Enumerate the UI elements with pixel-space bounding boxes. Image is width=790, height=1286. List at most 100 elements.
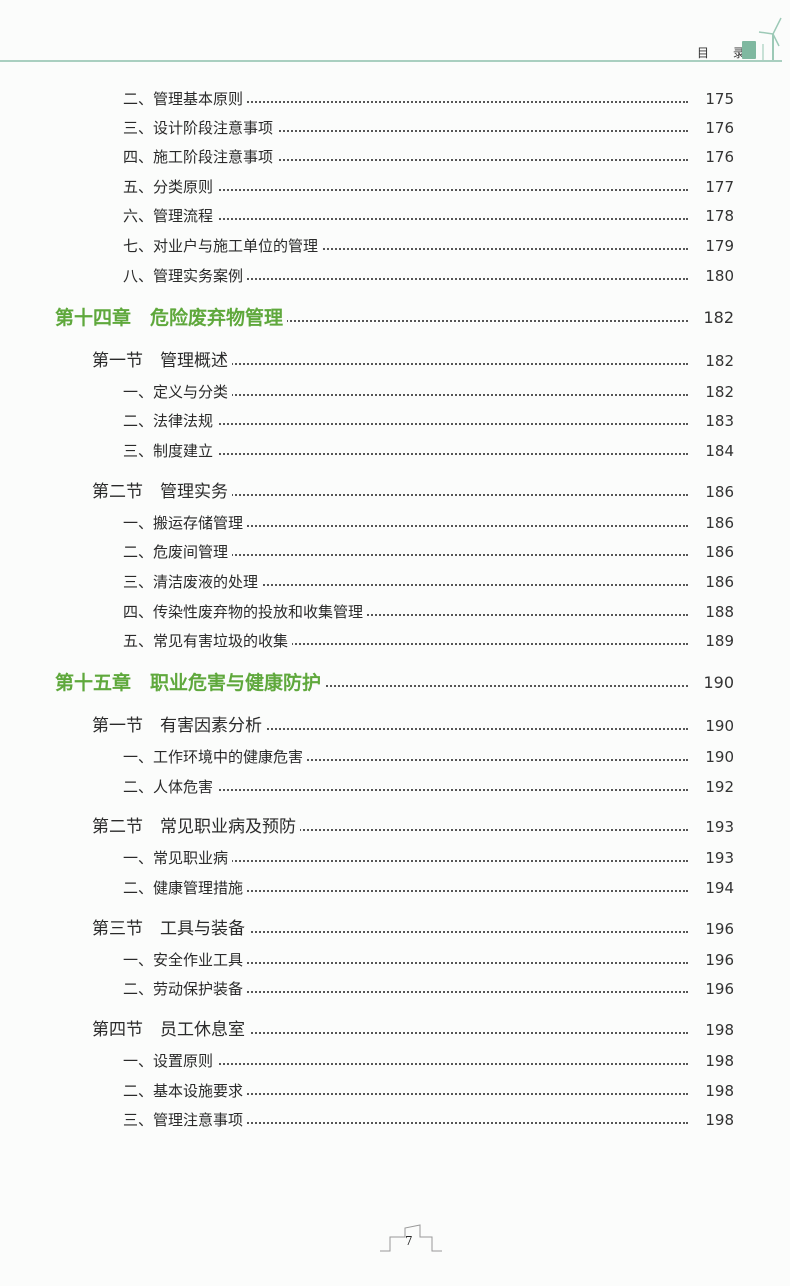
toc-entry-page: 196 (705, 980, 734, 998)
dot-leader (180, 101, 688, 103)
recycle-bin-icon (742, 41, 756, 59)
toc-entry-page: 182 (705, 352, 734, 370)
running-header-title: 目 录 (697, 46, 755, 60)
toc-entry[interactable]: 一、常见职业病 193 (0, 845, 790, 871)
toc-entry[interactable]: 四、传染性废弃物的投放和收集管理 188 (0, 599, 790, 625)
dot-leader (200, 829, 688, 831)
toc-entry[interactable]: 第一节 有害因素分析 190 (0, 713, 790, 739)
toc-entry-page: 186 (705, 514, 734, 532)
toc-entry-page: 188 (705, 603, 734, 621)
toc-entry-page: 176 (705, 148, 734, 166)
toc-entry[interactable]: 一、工作环境中的健康危害 190 (0, 744, 790, 770)
toc-entry[interactable]: 第二节 常见职业病及预防 193 (0, 814, 790, 840)
toc-entry-page: 194 (705, 879, 734, 897)
toc-entry-page: 198 (705, 1052, 734, 1070)
toc-entry[interactable]: 第十五章 职业危害与健康防护 190 (0, 670, 790, 696)
dot-leader (180, 218, 688, 220)
toc-entry-page: 182 (703, 308, 734, 327)
toc-entry[interactable]: 八、管理实务案例 180 (0, 263, 790, 289)
dot-leader (200, 363, 688, 365)
toc-entry-page: 192 (705, 778, 734, 796)
toc-entry-label: 第一节 管理概述 (92, 348, 232, 374)
dot-leader (180, 130, 688, 132)
toc-entry-page: 198 (705, 1111, 734, 1129)
dot-leader (180, 159, 688, 161)
toc-entry[interactable]: 二、管理基本原则 175 (0, 86, 790, 112)
toc-entry-page: 198 (705, 1021, 734, 1039)
header-divider (0, 60, 782, 62)
toc-entry[interactable]: 二、法律法规 183 (0, 408, 790, 434)
dot-leader (180, 189, 688, 191)
dot-leader (180, 759, 688, 761)
toc-entry-label: 三、管理注意事项 (123, 1107, 248, 1133)
toc-entry-label: 第二节 管理实务 (92, 479, 232, 505)
toc-entry[interactable]: 六、管理流程 178 (0, 203, 790, 229)
dot-leader (180, 554, 688, 556)
toc-entry[interactable]: 三、制度建立 184 (0, 438, 790, 464)
dot-leader (180, 614, 688, 616)
toc-entry-page: 175 (705, 90, 734, 108)
toc-entry-page: 193 (705, 849, 734, 867)
toc-entry-page: 198 (705, 1082, 734, 1100)
dot-leader (180, 991, 688, 993)
toc-entry[interactable]: 第三节 工具与装备 196 (0, 916, 790, 942)
toc-entry-page: 190 (705, 717, 734, 735)
toc-entry[interactable]: 二、劳动保护装备 196 (0, 976, 790, 1002)
toc-entry-label: 五、分类原则 (123, 174, 218, 200)
toc-entry-page: 190 (703, 673, 734, 692)
toc-entry-label: 二、基本设施要求 (123, 1078, 248, 1104)
toc-entry-page: 183 (705, 412, 734, 430)
toc-entry[interactable]: 四、施工阶段注意事项 176 (0, 144, 790, 170)
dot-leader (180, 248, 688, 250)
dot-leader (180, 1122, 688, 1124)
dot-leader (200, 931, 688, 933)
toc-entry-page: 179 (705, 237, 734, 255)
toc-entry-page: 177 (705, 178, 734, 196)
toc-entry-label: 三、清洁废液的处理 (123, 569, 263, 595)
toc-entry-page: 196 (705, 951, 734, 969)
toc-entry-label: 七、对业户与施工单位的管理 (123, 233, 323, 259)
toc-entry[interactable]: 三、管理注意事项 198 (0, 1107, 790, 1133)
toc-entry-page: 176 (705, 119, 734, 137)
toc-entry[interactable]: 二、危废间管理 186 (0, 539, 790, 565)
toc-entry[interactable]: 一、设置原则 198 (0, 1048, 790, 1074)
toc-entry[interactable]: 七、对业户与施工单位的管理 179 (0, 233, 790, 259)
toc-entry-page: 190 (705, 748, 734, 766)
toc-entry[interactable]: 五、分类原则 177 (0, 174, 790, 200)
dot-leader (180, 278, 688, 280)
toc-entry-label: 二、劳动保护装备 (123, 976, 248, 1002)
toc-entry-label: 第三节 工具与装备 (92, 916, 249, 942)
dot-leader (321, 685, 688, 687)
toc-entry[interactable]: 第十四章 危险废弃物管理 182 (0, 305, 790, 331)
toc-entry[interactable]: 一、搬运存储管理 186 (0, 510, 790, 536)
dot-leader (200, 494, 688, 496)
toc-entry-label: 一、工作环境中的健康危害 (123, 744, 308, 770)
toc-entry[interactable]: 第四节 员工休息室 198 (0, 1017, 790, 1043)
page-number-frame (380, 1224, 442, 1252)
toc-entry-label: 六、管理流程 (123, 203, 218, 229)
toc-entry-label: 一、定义与分类 (123, 379, 233, 405)
toc-entry[interactable]: 一、安全作业工具 196 (0, 947, 790, 973)
toc-entry-page: 189 (705, 632, 734, 650)
dot-leader (180, 890, 688, 892)
wind-turbine-icon (758, 17, 782, 61)
toc-entry-label: 二、管理基本原则 (123, 86, 248, 112)
toc-entry-label: 一、常见职业病 (123, 845, 233, 871)
dot-leader (180, 789, 688, 791)
toc-entry-label: 第一节 有害因素分析 (92, 713, 266, 739)
toc-entry[interactable]: 二、基本设施要求 198 (0, 1078, 790, 1104)
toc-entry-page: 186 (705, 573, 734, 591)
toc-entry-label: 二、健康管理措施 (123, 875, 248, 901)
toc-entry-label: 二、危废间管理 (123, 539, 233, 565)
toc-entry[interactable]: 二、人体危害 192 (0, 774, 790, 800)
dot-leader (180, 1093, 688, 1095)
toc-entry[interactable]: 第二节 管理实务 186 (0, 479, 790, 505)
dot-leader (180, 643, 688, 645)
toc-entry[interactable]: 第一节 管理概述 182 (0, 348, 790, 374)
toc-entry[interactable]: 三、清洁废液的处理 186 (0, 569, 790, 595)
toc-entry[interactable]: 一、定义与分类 182 (0, 379, 790, 405)
dot-leader (180, 525, 688, 527)
toc-entry[interactable]: 二、健康管理措施 194 (0, 875, 790, 901)
toc-entry[interactable]: 五、常见有害垃圾的收集 189 (0, 628, 790, 654)
toc-entry[interactable]: 三、设计阶段注意事项 176 (0, 115, 790, 141)
